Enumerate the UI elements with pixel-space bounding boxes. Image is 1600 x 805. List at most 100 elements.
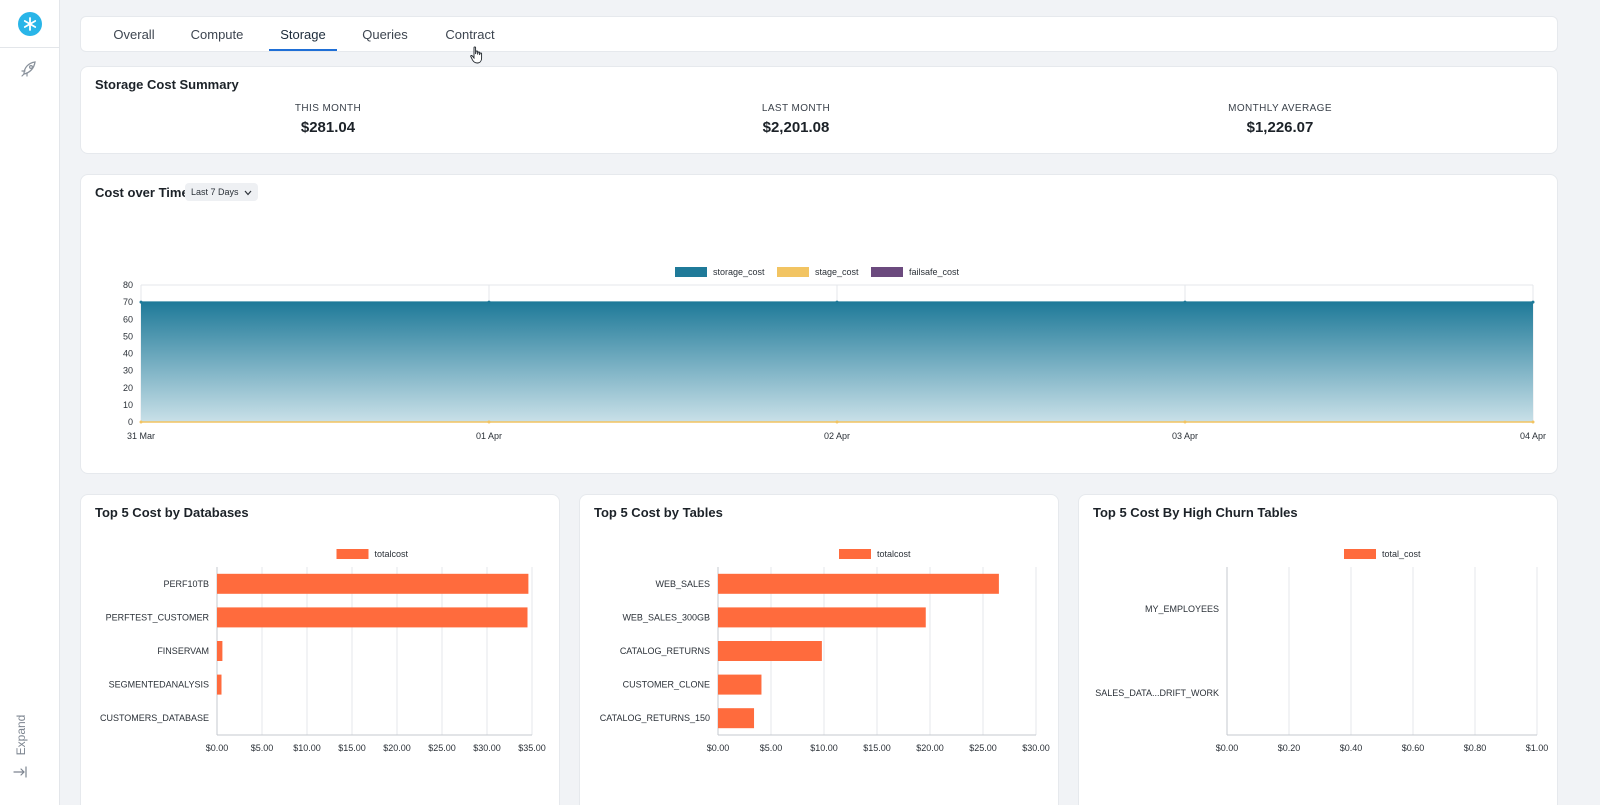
date-range-value: Last 7 Days (191, 187, 239, 197)
stage-cost-point (1183, 420, 1187, 424)
x-tick-label: $25.00 (969, 743, 997, 753)
cost-over-time-chart: 0 10 20 30 40 50 60 70 80 31 Mar 01 Apr 02 Apr 03 Ap… (123, 280, 1546, 441)
rocket-icon[interactable] (18, 58, 40, 80)
tab-storage[interactable]: Storage (280, 27, 326, 42)
legend-label: totalcost (375, 549, 409, 559)
x-tick-label: $0.00 (707, 743, 730, 753)
x-tick-label: $0.00 (206, 743, 229, 753)
y-tick-label: 60 (123, 314, 133, 324)
legend: total_cost (1344, 549, 1421, 559)
category-label: CUSTOMER_CLONE (623, 680, 710, 690)
legend-label: stage_cost (815, 267, 859, 277)
y-tick-label: 80 (123, 280, 133, 290)
legend-label: storage_cost (713, 267, 765, 277)
storage-cost-summary-card: Storage Cost Summary THIS MONTH $281.04 … (80, 66, 1558, 154)
metric-this-month: THIS MONTH $281.04 (178, 103, 478, 136)
category-label: FINSERVAM (157, 646, 209, 656)
x-tick-label: $30.00 (1022, 743, 1050, 753)
storage-cost-point (1531, 300, 1535, 304)
storage-cost-point (835, 300, 839, 304)
metric-value: $2,201.08 (762, 119, 830, 136)
y-tick-label: 30 (123, 366, 133, 376)
summary-title: Storage Cost Summary (95, 77, 239, 92)
legend-swatch (675, 267, 707, 277)
top-tables-title: Top 5 Cost by Tables (594, 505, 723, 520)
x-tick-label: $20.00 (383, 743, 411, 753)
tab-queries[interactable]: Queries (362, 27, 408, 42)
top-tables-card: Top 5 Cost by Tables totalcost $0.00 $5.00… (579, 494, 1059, 805)
x-tick-label: 01 Apr (476, 431, 502, 441)
x-tick-label: $30.00 (473, 743, 501, 753)
category-label: MY_EMPLOYEES (1145, 604, 1219, 614)
legend-failsafe-cost[interactable]: failsafe_cost (871, 267, 959, 277)
legend-swatch (1344, 549, 1376, 559)
category-label: CUSTOMERS_DATABASE (100, 713, 209, 723)
legend-swatch (777, 267, 809, 277)
legend-stage-cost[interactable]: stage_cost (777, 267, 859, 277)
logo-area (0, 0, 60, 48)
tab-bar: Overall Compute Storage Queries Contract (80, 16, 1558, 52)
x-tick-label: $1.00 (1526, 743, 1549, 753)
x-tick-label: $20.00 (916, 743, 944, 753)
date-range-dropdown[interactable]: Last 7 Days (185, 183, 259, 201)
x-tick-label: $10.00 (293, 743, 321, 753)
metric-label: MONTHLY AVERAGE (1228, 103, 1332, 114)
category-label: PERF10TB (163, 579, 209, 589)
storage-cost-point (1183, 300, 1187, 304)
top-churn-tables-card: Top 5 Cost By High Churn Tables total_co… (1078, 494, 1558, 805)
x-tick-label: 31 Mar (127, 431, 155, 441)
legend: totalcost (336, 549, 409, 559)
legend-storage-cost[interactable]: storage_cost (675, 267, 765, 277)
legend-label: total_cost (1382, 549, 1421, 559)
y-tick-label: 0 (128, 417, 133, 427)
tab-overall[interactable]: Overall (113, 27, 155, 42)
category-label: CATALOG_RETURNS_150 (600, 713, 710, 723)
y-tick-label: 10 (123, 400, 133, 410)
cost-over-time-card: Cost over Time Last 7 Days storage_cost … (80, 174, 1558, 474)
x-tick-label: $15.00 (338, 743, 366, 753)
x-tick-label: 02 Apr (824, 431, 850, 441)
legend-label: totalcost (877, 549, 911, 559)
top-churn-tables-title: Top 5 Cost By High Churn Tables (1093, 505, 1298, 520)
x-tick-label: $25.00 (428, 743, 456, 753)
tab-compute[interactable]: Compute (190, 27, 244, 42)
expand-toggle[interactable]: Expand (10, 712, 32, 782)
top-databases-title: Top 5 Cost by Databases (95, 505, 249, 520)
legend-label: failsafe_cost (909, 267, 960, 277)
expand-label: Expand (14, 714, 28, 756)
metric-last-month: LAST MONTH $2,201.08 (646, 103, 946, 136)
legend-swatch (871, 267, 903, 277)
stage-cost-point (1531, 420, 1535, 424)
x-tick-label: $0.60 (1402, 743, 1425, 753)
x-tick-label: $0.00 (1216, 743, 1239, 753)
stage-cost-point (139, 420, 143, 424)
bar (718, 607, 926, 628)
top-tables-chart: totalcost $0.00 $5.00 $10.00 $15.00 $20.00 $25… (600, 549, 1050, 753)
sidebar: Expand (0, 0, 60, 805)
y-tick-label: 50 (123, 331, 133, 341)
x-tick-label: $10.00 (810, 743, 838, 753)
cost-over-time-title: Cost over Time (95, 185, 189, 200)
bar (718, 708, 755, 729)
snowflake-logo-icon[interactable] (18, 11, 42, 36)
metric-value: $1,226.07 (1246, 119, 1314, 136)
x-tick-label: $0.80 (1464, 743, 1487, 753)
top-databases-chart: totalcost $0.00 $5.00 $10.00 $15.00 $20.00 $25… (100, 549, 546, 753)
category-label: WEB_SALES (655, 579, 710, 589)
top-databases-card: Top 5 Cost by Databases totalcost $0.00 $5… (80, 494, 560, 805)
legend-swatch (839, 549, 871, 559)
top-churn-tables-chart: total_cost $0.00 $0.20 $0.40 $0.60 $0.80 $1.00… (1095, 549, 1549, 753)
chevron-down-icon (241, 187, 252, 197)
stage-cost-point (487, 420, 491, 424)
tab-contract[interactable]: Contract (445, 27, 495, 42)
bar (718, 641, 822, 661)
category-label: WEB_SALES_300GB (622, 612, 710, 622)
y-tick-label: 40 (123, 349, 133, 359)
bar (217, 607, 528, 628)
category-label: CATALOG_RETURNS (620, 646, 710, 656)
x-tick-label: $5.00 (251, 743, 274, 753)
x-tick-label: $35.00 (518, 743, 546, 753)
metric-label: THIS MONTH (294, 103, 362, 114)
x-tick-label: $15.00 (863, 743, 891, 753)
bar (718, 674, 762, 695)
